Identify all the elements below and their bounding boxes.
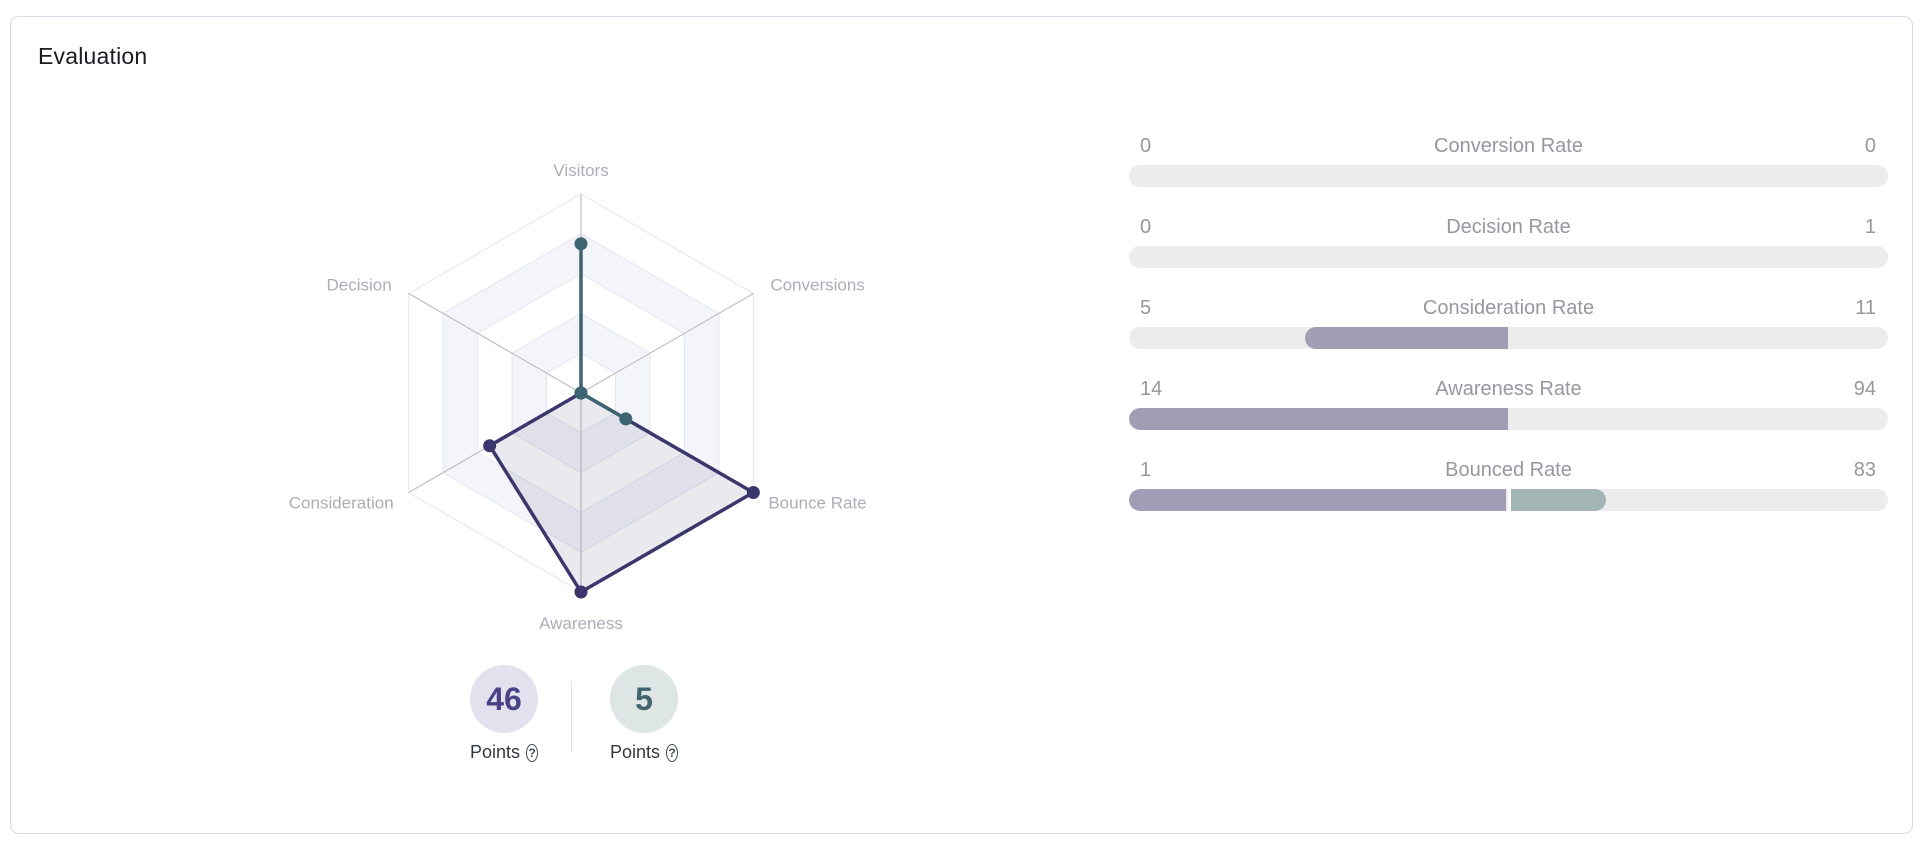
radar-axis-label-decision: Decision (326, 276, 391, 295)
rate-title: Decision Rate (1446, 216, 1571, 238)
points-badge-purple-label: Points (470, 742, 521, 762)
points-badge-purple-circle: 46 (470, 665, 538, 733)
radar-axis-label-consideration: Consideration (289, 494, 394, 513)
points-badge-purple: 46 Points ? (470, 665, 538, 763)
rate-left-value: 0 (1140, 216, 1152, 238)
points-badge-purple-value: 46 (486, 680, 522, 717)
page-title: Evaluation (38, 43, 148, 69)
radar-point-teal-series (574, 237, 588, 251)
radar-axis-line (580, 293, 754, 394)
radar-chart: Visitors Conversions Bounce Rate Awareness C… (289, 161, 867, 633)
rate-progress-track (1129, 165, 1888, 187)
points-badge-teal: 5 Points ? (610, 665, 678, 763)
rate-row: 0 Conversion Rate 0 (1129, 135, 1888, 187)
radar-axis-label-conversions: Conversions (770, 276, 865, 295)
help-circle-icon[interactable]: ? (526, 743, 538, 762)
rate-left-value: 5 (1140, 297, 1152, 319)
rate-bars-panel: 0 Conversion Rate 0 0 Decision Rate 1 5 Conside… (1129, 135, 1888, 540)
rate-left-value: 14 (1140, 378, 1163, 400)
rate-progress-track (1129, 408, 1888, 430)
rate-title: Conversion Rate (1434, 135, 1583, 157)
rate-progress-segment (1305, 327, 1508, 349)
rate-title: Awareness Rate (1435, 378, 1582, 400)
badge-divider (571, 681, 572, 753)
rate-right-value: 0 (1864, 135, 1876, 157)
rate-right-value: 1 (1864, 216, 1876, 238)
rate-row: 14 Awareness Rate 94 (1129, 378, 1888, 430)
rate-row: 0 Decision Rate 1 (1129, 216, 1888, 268)
rate-right-value: 83 (1853, 459, 1876, 481)
rate-row: 5 Consideration Rate 11 (1129, 297, 1888, 349)
rate-title: Consideration Rate (1422, 297, 1595, 319)
radar-axis-label-bounce-rate: Bounce Rate (768, 494, 866, 513)
rate-progress-segment (1129, 408, 1508, 430)
rate-row: 1 Bounced Rate 83 (1129, 459, 1888, 511)
rate-progress-track (1129, 327, 1888, 349)
rate-right-value: 11 (1855, 297, 1876, 319)
radar-point-teal-series (574, 386, 588, 400)
rate-left-value: 1 (1140, 459, 1152, 481)
radar-point-teal-series (619, 412, 633, 426)
help-circle-icon[interactable]: ? (666, 743, 678, 762)
points-badge-teal-circle: 5 (610, 665, 678, 733)
rate-progress-track (1129, 246, 1888, 268)
rate-right-value: 94 (1853, 378, 1876, 400)
points-badge-teal-label: Points (610, 742, 661, 762)
rate-progress-segment (1129, 489, 1507, 511)
rate-left-value: 0 (1140, 135, 1152, 157)
radar-axis-label-visitors: Visitors (553, 161, 608, 180)
rate-progress-track (1129, 489, 1888, 511)
radar-point-purple-series (574, 585, 588, 599)
points-badge-teal-value: 5 (635, 680, 653, 717)
evaluation-card: Evaluation Visitors Conversions Bounce Rat… (10, 16, 1913, 834)
radar-point-purple-series (483, 439, 497, 453)
radar-point-purple-series (746, 486, 760, 499)
radar-axis-label-awareness: Awareness (539, 614, 623, 633)
rate-title: Bounced Rate (1445, 459, 1572, 481)
radar-axis-line (408, 293, 582, 394)
rate-progress-segment (1507, 489, 1607, 511)
